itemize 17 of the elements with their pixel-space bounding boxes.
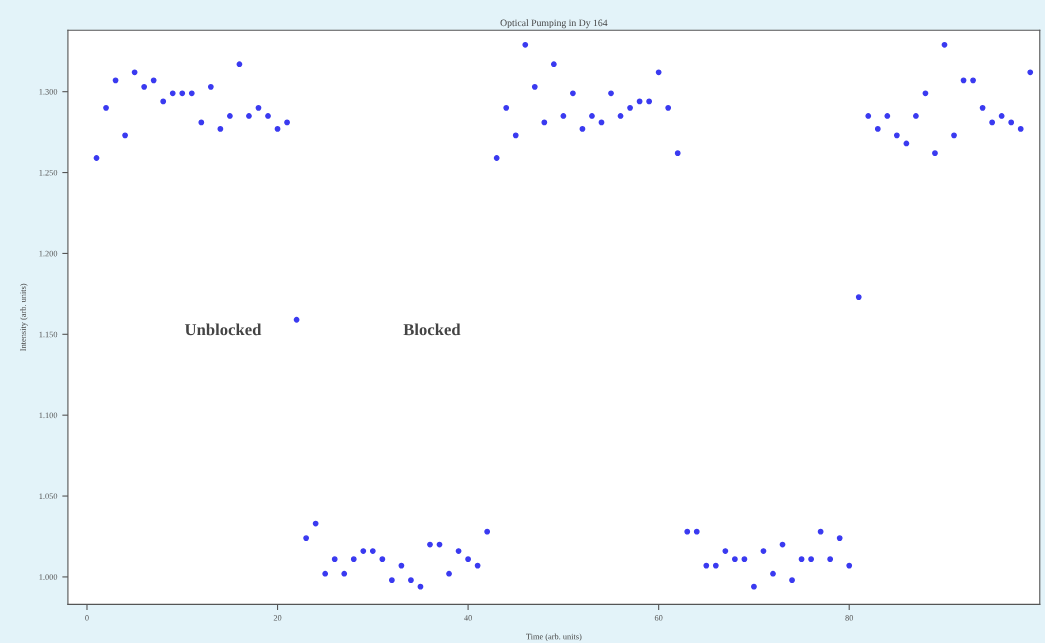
y-tick-label: 1.000 (39, 574, 58, 580)
y-tick-label: 1.200 (39, 250, 58, 257)
y-tick-label: 1.150 (39, 331, 58, 338)
annotation: Unblocked (184, 323, 262, 336)
y-tick-label: 1.100 (39, 412, 58, 419)
y-tick-label: 1.300 (39, 89, 58, 95)
annotation: Blocked (403, 323, 461, 336)
x-tick-label: 0 (85, 615, 89, 621)
x-tick-label: 40 (464, 615, 472, 621)
x-tick-label: 60 (654, 615, 663, 621)
x-tick-label: 20 (273, 615, 282, 621)
y-tick-label: 1.050 (39, 493, 58, 500)
x-tick-label: 80 (845, 615, 854, 621)
x-axis-title: Time (arb. units) (526, 633, 582, 642)
y-tick-label: 1.250 (39, 169, 58, 176)
chart-title: Optical Pumping in Dy 164 (500, 19, 608, 29)
y-axis-title: Intensity (arb. units) (20, 283, 28, 351)
